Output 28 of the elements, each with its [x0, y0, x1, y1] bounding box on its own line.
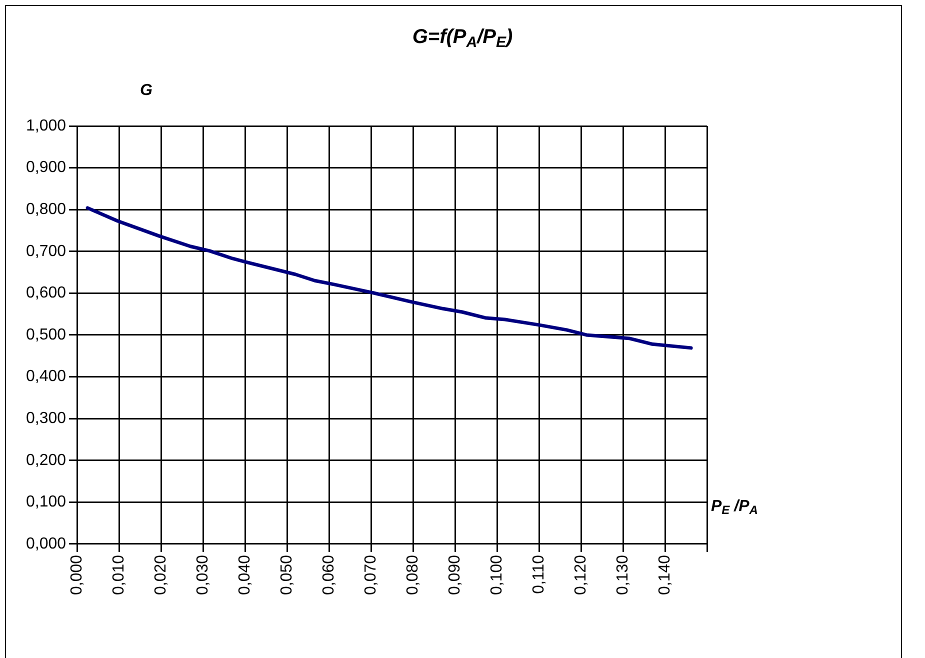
x-tick-label: 0,070	[362, 554, 380, 596]
y-tick-label: 0,400	[26, 368, 66, 386]
x-tick-label: 0,110	[530, 554, 548, 594]
y-tick-label: 0,800	[26, 201, 66, 218]
x-tick-label: 0,130	[614, 554, 632, 596]
x-tick-label: 0,080	[404, 554, 422, 596]
x-tick-label: 0,100	[488, 554, 506, 596]
x-tick-label: 0,060	[320, 554, 338, 596]
y-tick-label: 0,600	[26, 284, 66, 302]
y-tick-label: 0,200	[26, 452, 66, 469]
y-tick-label: 0,000	[26, 535, 66, 552]
chart-title: G=f(P$_{A}$/P$_{E}$)	[411, 26, 514, 51]
x-tick-label: 0,010	[110, 554, 128, 596]
x-tick-label: 0,140	[656, 554, 674, 596]
y-tick-label: 0,100	[26, 494, 66, 511]
x-tick-label: 0,040	[236, 554, 254, 596]
x-tick-label: 0,090	[446, 554, 464, 596]
x-axis-title: P$_{E}$ /P$_{A}$	[711, 498, 758, 517]
y-tick-label: 0,300	[26, 410, 66, 427]
y-tick-label: 0,900	[26, 159, 66, 176]
x-tick-label: 0,120	[572, 554, 590, 596]
x-tick-label: 0,050	[278, 554, 296, 596]
y-axis-title: G	[140, 82, 152, 100]
y-tick-label: 0,500	[26, 326, 66, 344]
y-tick-label: 0,700	[26, 242, 66, 260]
y-tick-label: 1,000	[26, 117, 66, 134]
x-tick-label: 0,030	[194, 554, 212, 596]
x-tick-label: 0,020	[152, 554, 170, 596]
